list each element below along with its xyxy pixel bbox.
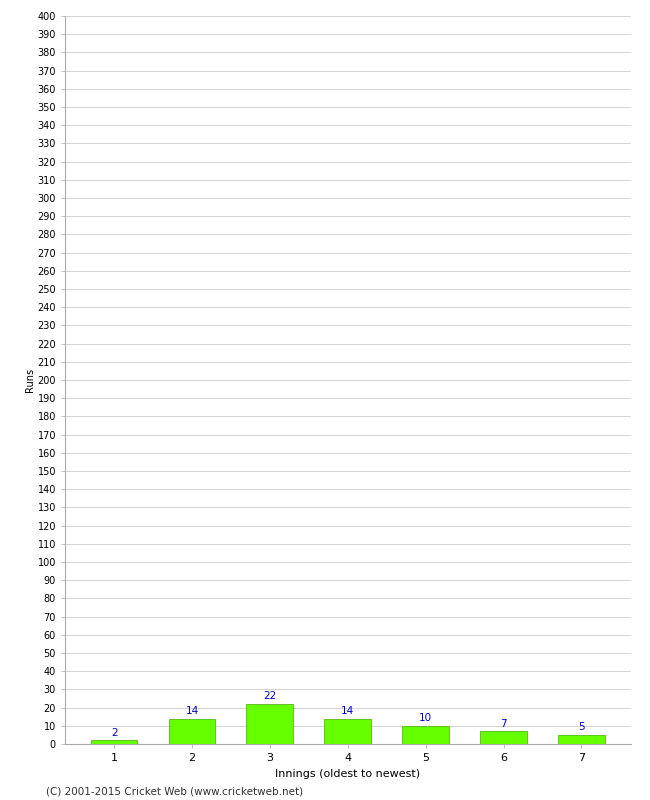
Text: 22: 22 — [263, 691, 276, 702]
Bar — [168, 718, 215, 744]
Bar — [558, 735, 605, 744]
X-axis label: Innings (oldest to newest): Innings (oldest to newest) — [275, 769, 421, 778]
Text: 7: 7 — [500, 718, 507, 729]
Bar — [324, 718, 371, 744]
Text: 2: 2 — [111, 728, 118, 738]
Bar — [91, 740, 137, 744]
Y-axis label: Runs: Runs — [25, 368, 34, 392]
Text: 14: 14 — [341, 706, 354, 716]
Text: (C) 2001-2015 Cricket Web (www.cricketweb.net): (C) 2001-2015 Cricket Web (www.cricketwe… — [46, 786, 303, 796]
Bar — [402, 726, 449, 744]
Text: 5: 5 — [578, 722, 585, 732]
Text: 10: 10 — [419, 713, 432, 723]
Text: 14: 14 — [185, 706, 199, 716]
Bar — [246, 704, 293, 744]
Bar — [480, 731, 527, 744]
